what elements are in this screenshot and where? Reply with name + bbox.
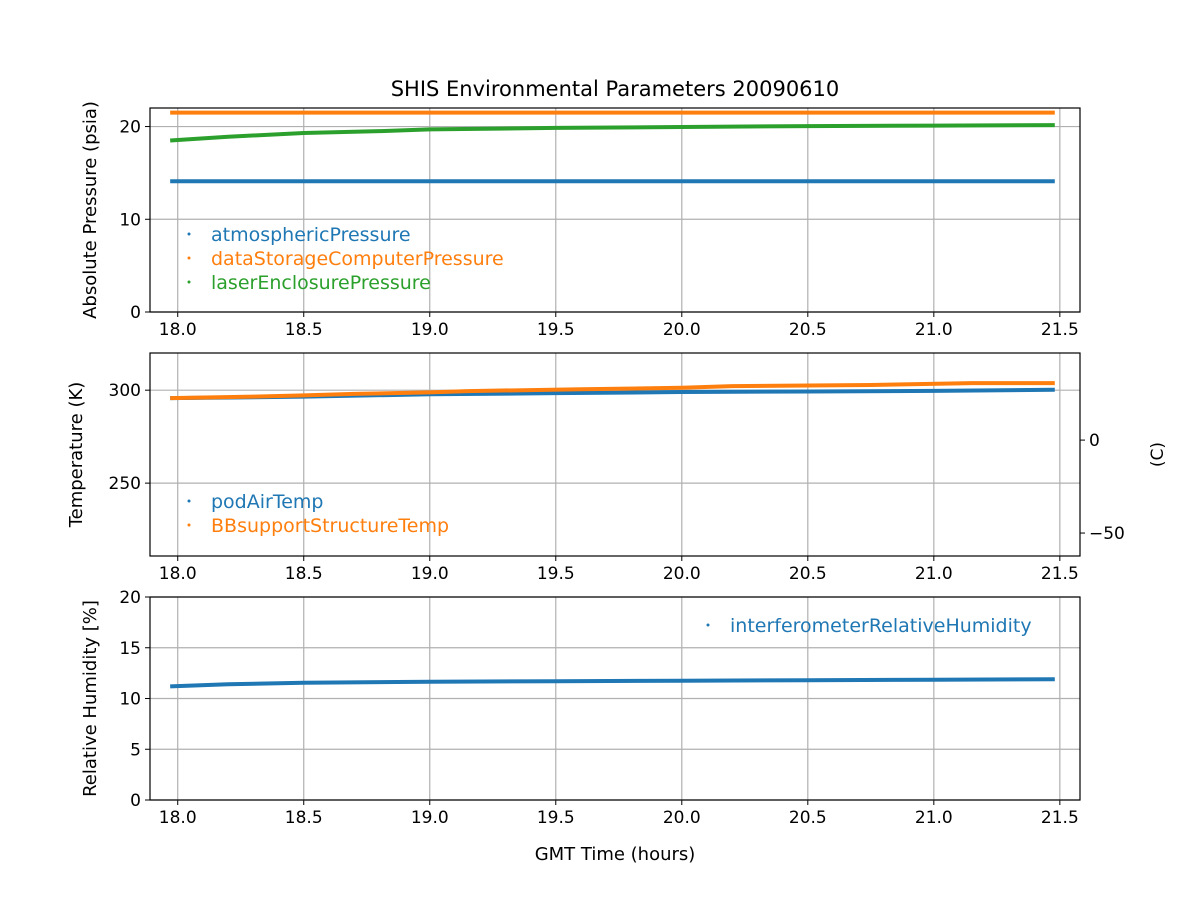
subplot-1: 18.0 18.5 19.0 19.5 20.0 20.5 21.0 21.5 0 10 20 atm… xyxy=(80,77,1081,340)
x-tick-label: 21.5 xyxy=(1041,320,1079,340)
subplot-2: 18.0 18.5 19.0 19.5 20.0 20.5 21.0 21.5 250 300 0 −… xyxy=(66,352,1168,584)
series-line-interferometerRelativeHumidity xyxy=(170,677,1055,689)
legend-label: BBsupportStructureTemp xyxy=(211,515,449,537)
x-tick-label: 21.5 xyxy=(1041,808,1079,828)
legend-marker xyxy=(187,499,191,503)
legend-label: dataStorageComputerPressure xyxy=(211,248,504,270)
legend-label: podAirTemp xyxy=(211,491,323,513)
y-tick-label: 15 xyxy=(119,639,141,659)
series-line-laserEnclosurePressure xyxy=(170,123,1055,143)
y-tick-label: 10 xyxy=(119,210,141,230)
x-tick-label: 21.0 xyxy=(915,320,953,340)
x-tick-label: 19.5 xyxy=(537,320,575,340)
x-tick-label: 20.5 xyxy=(789,320,827,340)
legend-label: atmosphericPressure xyxy=(211,224,411,246)
y-tick-label: 20 xyxy=(119,588,141,608)
y-axis-label: Temperature (K) xyxy=(66,382,87,529)
y-tick-label: 5 xyxy=(130,740,141,760)
y2-tick-label: −50 xyxy=(1089,524,1125,544)
legend-marker xyxy=(187,256,191,260)
y2-axis-label: (C) xyxy=(1148,442,1168,467)
legend-label: laserEnclosurePressure xyxy=(211,272,431,294)
x-tick-label: 18.5 xyxy=(285,320,323,340)
legend-marker xyxy=(187,280,191,284)
x-tick-label: 21.0 xyxy=(915,564,953,584)
y-tick-label: 0 xyxy=(130,303,141,323)
x-tick-label: 19.5 xyxy=(537,808,575,828)
x-tick-label: 20.0 xyxy=(663,320,701,340)
legend-marker xyxy=(706,623,710,627)
subplot-3: 18.0 18.5 19.0 19.5 20.0 20.5 21.0 21.5 0 5 10 15 20… xyxy=(80,588,1081,865)
legend-marker xyxy=(187,232,191,236)
x-tick-label: 18.5 xyxy=(285,564,323,584)
y-tick-label: 0 xyxy=(130,791,141,811)
y-tick-label: 10 xyxy=(119,690,141,710)
y-axis-label: Absolute Pressure (psia) xyxy=(80,101,101,319)
x-tick-label: 19.0 xyxy=(411,564,449,584)
x-tick-label: 21.5 xyxy=(1041,564,1079,584)
x-tick-label: 19.5 xyxy=(537,564,575,584)
chart-title: SHIS Environmental Parameters 20090610 xyxy=(391,77,840,101)
y2-tick-label: 0 xyxy=(1089,431,1100,451)
x-tick-label: 18.0 xyxy=(159,320,197,340)
y-tick-label: 250 xyxy=(109,474,141,494)
x-tick-label: 18.5 xyxy=(285,808,323,828)
x-tick-label: 18.0 xyxy=(159,564,197,584)
x-tick-label: 20.5 xyxy=(789,808,827,828)
x-tick-label: 18.0 xyxy=(159,808,197,828)
legend-label: interferometerRelativeHumidity xyxy=(730,615,1032,637)
y-tick-label: 20 xyxy=(119,118,141,138)
x-tick-label: 20.5 xyxy=(789,564,827,584)
series-line-BBsupportStructureTemp xyxy=(170,381,1055,401)
x-tick-label: 20.0 xyxy=(663,808,701,828)
x-tick-label: 20.0 xyxy=(663,564,701,584)
legend-marker xyxy=(187,523,191,527)
x-axis-label: GMT Time (hours) xyxy=(535,844,696,865)
y-tick-label: 300 xyxy=(109,381,141,401)
x-tick-label: 19.0 xyxy=(411,320,449,340)
axes-frame xyxy=(149,107,1081,313)
axes-frame xyxy=(149,352,1081,557)
x-tick-label: 21.0 xyxy=(915,808,953,828)
x-tick-label: 19.0 xyxy=(411,808,449,828)
axes-frame xyxy=(149,596,1081,801)
y-axis-label: Relative Humidity [%] xyxy=(80,600,101,797)
